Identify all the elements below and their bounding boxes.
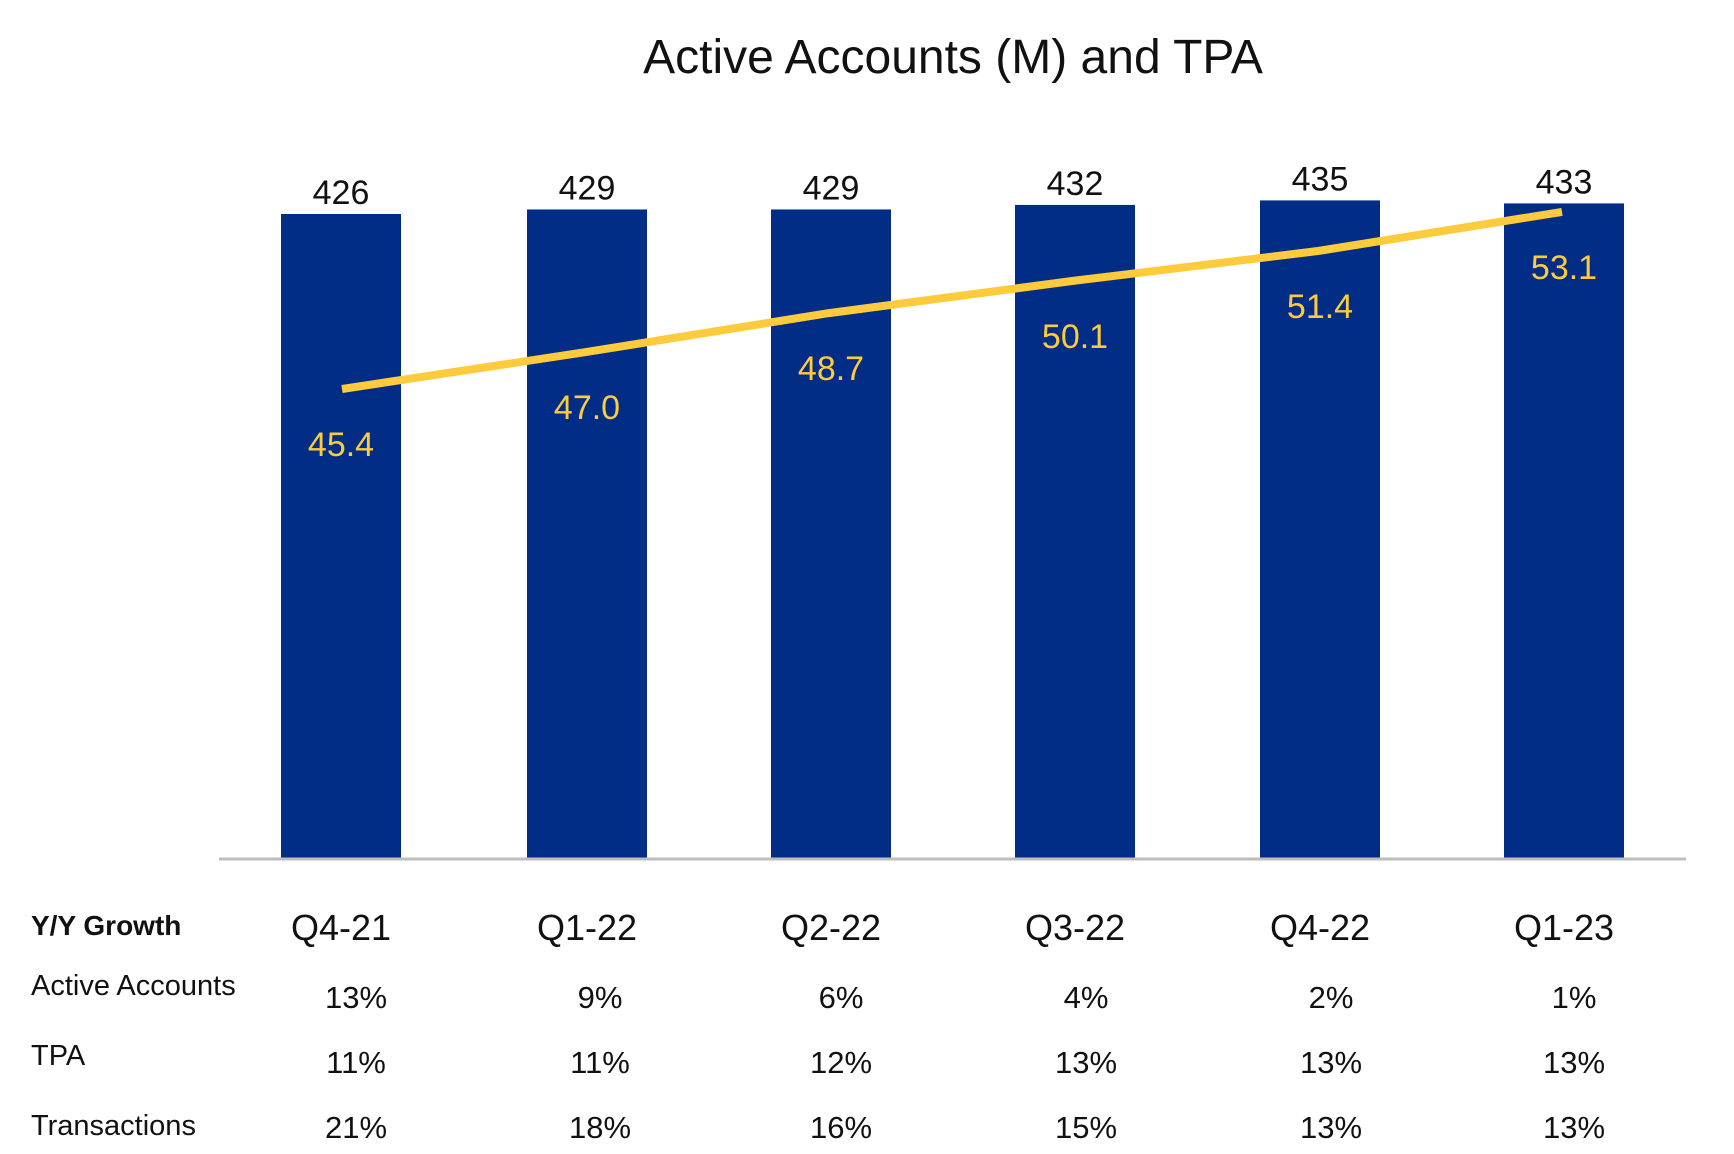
bar-value-label: 432 (1047, 165, 1104, 203)
row-label: TPA (31, 1040, 86, 1072)
growth-cell: 18% (568, 1110, 632, 1145)
growth-cell: 6% (818, 980, 864, 1015)
x-tick-label: Q3-22 (1025, 907, 1125, 948)
x-tick-label: Q1-22 (537, 907, 637, 948)
bar-q3-22 (1015, 204, 1135, 859)
growth-cell: 13% (1542, 1045, 1606, 1080)
growth-cell: 21% (324, 1110, 388, 1145)
tpa-value-label: 45.4 (308, 426, 374, 464)
growth-cell: 4% (1063, 980, 1109, 1015)
growth-cell: 13% (1054, 1045, 1118, 1080)
bar-q4-22 (1260, 200, 1380, 859)
growth-cell: 1% (1551, 980, 1597, 1015)
row-label: Transactions (31, 1110, 196, 1142)
x-tick-label: Q2-22 (781, 907, 881, 948)
tpa-value-label: 48.7 (798, 350, 864, 388)
growth-cell: 13% (1299, 1110, 1363, 1145)
bar-value-label: 426 (313, 174, 370, 212)
x-tick-label: Q4-21 (291, 907, 391, 948)
x-tick-label: Q1-23 (1514, 907, 1614, 948)
tpa-value-label: 53.1 (1531, 249, 1597, 287)
growth-cell: 13% (324, 980, 388, 1015)
tpa-value-label: 47.0 (554, 389, 620, 427)
growth-cell: 12% (809, 1045, 873, 1080)
chart-title: Active Accounts (M) and TPA (643, 31, 1263, 84)
growth-cell: 13% (1299, 1045, 1363, 1080)
bar-q1-23 (1504, 203, 1624, 858)
row-label: Active Accounts (31, 970, 236, 1002)
growth-cell: 13% (1542, 1110, 1606, 1145)
bar-value-label: 429 (803, 169, 860, 207)
x-tick-label: Q4-22 (1270, 907, 1370, 948)
tpa-value-label: 51.4 (1287, 288, 1353, 326)
bar-value-label: 435 (1292, 160, 1349, 198)
growth-cell: 16% (809, 1110, 873, 1145)
growth-cell: 2% (1308, 980, 1354, 1015)
bar-value-label: 429 (559, 169, 616, 207)
tpa-value-label: 50.1 (1042, 318, 1108, 356)
bar-q1-22 (527, 209, 647, 858)
bar-q4-21 (281, 214, 401, 858)
yy-growth-heading: Y/Y Growth (31, 910, 182, 941)
growth-cell: 9% (577, 980, 623, 1015)
growth-cell: 11% (570, 1045, 630, 1080)
bar-value-label: 433 (1536, 163, 1593, 201)
growth-cell: 15% (1054, 1110, 1118, 1145)
growth-cell: 11% (326, 1045, 386, 1080)
tpa-line (341, 207, 1563, 393)
